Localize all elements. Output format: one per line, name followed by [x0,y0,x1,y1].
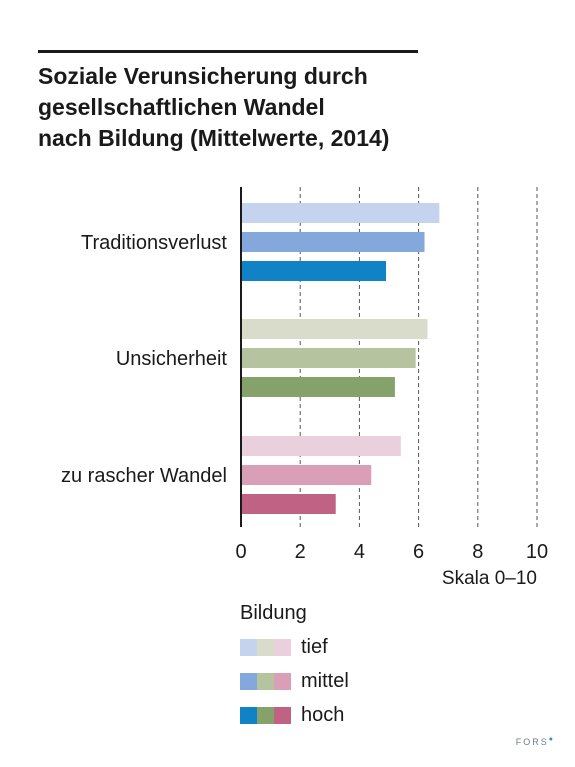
x-tick-label-2: 2 [295,541,306,563]
swatch-tief-traditionsverlust [240,638,257,656]
swatch-hoch-wandel [274,706,291,724]
swatch-hoch-unsicherheit [257,706,274,724]
bar-traditionsverlust-tief [241,203,440,223]
x-tick-label-8: 8 [472,541,483,563]
bar-unsicherheit-tief [241,319,428,339]
legend-item-hoch: hoch [240,701,349,729]
title-line-3: nach Bildung (Mittelwerte, 2014) [38,125,390,151]
legend-item-tief: tief [240,633,349,661]
legend-label-mittel: mittel [301,669,349,692]
bar-zu-rascher-wandel-hoch [241,494,336,514]
legend-title: Bildung [240,602,307,624]
title-line-2: gesellschaftlichen Wandel [38,94,325,120]
brand-logo: FORS● [516,736,555,747]
swatch-mittel-traditionsverlust [240,672,257,690]
legend-swatches-tief [240,638,291,656]
category-label-traditionsverlust: Traditionsverlust [81,232,227,254]
x-tick-label-6: 6 [413,541,424,563]
x-tick-label-10: 10 [526,541,548,563]
category-label-zu-rascher-wandel: zu rascher Wandel [61,465,227,487]
legend-label-hoch: hoch [301,703,345,726]
title-rule [38,50,418,53]
brand-text: FORS [515,737,549,747]
legend-item-mittel: mittel [240,667,349,695]
title-line-1: Soziale Verunsicherung durch [38,63,368,89]
category-label-unsicherheit: Unsicherheit [116,348,228,370]
swatch-hoch-traditionsverlust [240,706,257,724]
scale-label: Skala 0–10 [441,568,537,589]
bar-traditionsverlust-hoch [241,261,387,281]
swatch-mittel-unsicherheit [257,672,274,690]
bar-unsicherheit-hoch [241,377,395,397]
chart-title: Soziale Verunsicherung durch gesellschaf… [38,61,518,154]
x-tick-label-0: 0 [235,541,246,563]
bar-zu-rascher-wandel-tief [241,436,401,456]
legend-swatches-hoch [240,706,291,724]
swatch-tief-unsicherheit [257,638,274,656]
bar-zu-rascher-wandel-mittel [241,465,372,485]
brand-dot-icon: ● [548,736,555,743]
swatch-mittel-wandel [274,672,291,690]
bar-traditionsverlust-mittel [241,232,425,252]
legend-label-tief: tief [301,635,328,658]
x-tick-label-4: 4 [354,541,365,563]
bar-unsicherheit-mittel [241,348,416,368]
swatch-tief-wandel [274,638,291,656]
legend: Bildung tief mittel hoch [240,602,349,735]
legend-swatches-mittel [240,672,291,690]
